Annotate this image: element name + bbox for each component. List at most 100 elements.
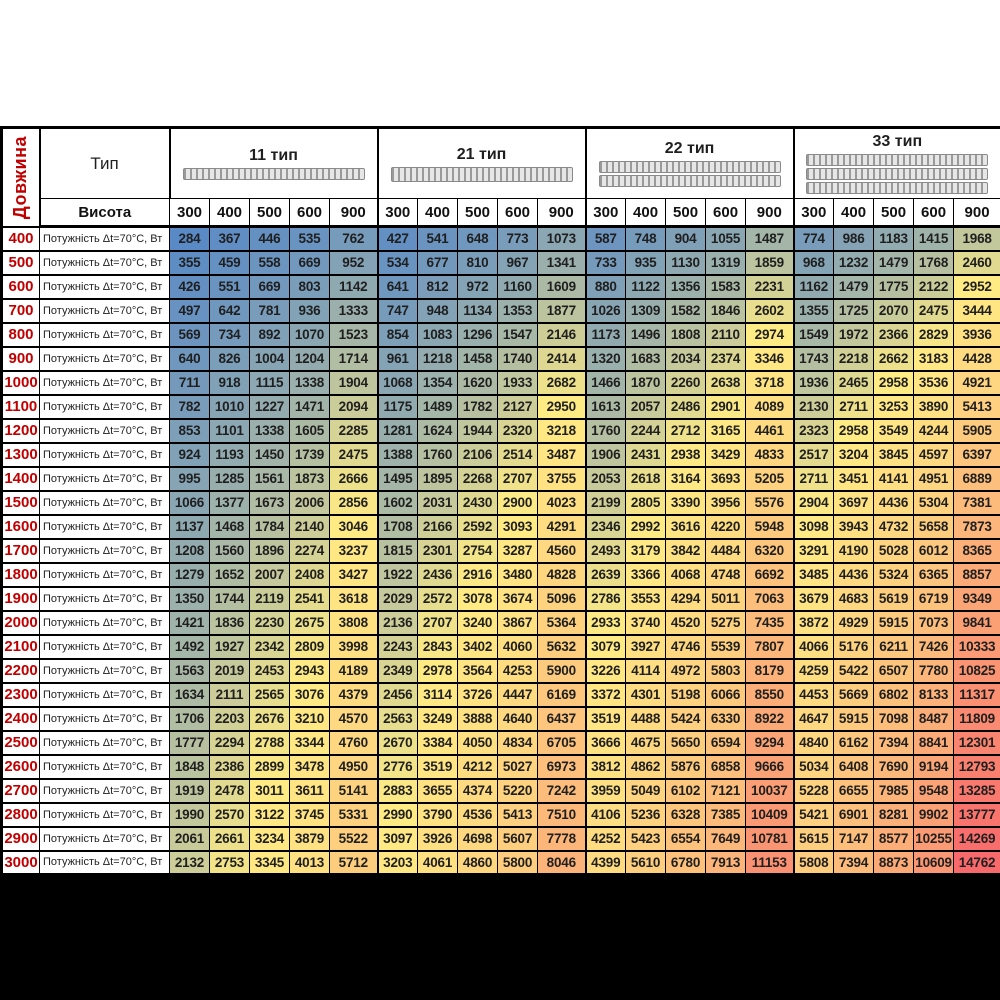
power-value-cell: 3210	[289, 705, 330, 732]
table-row: 2600 Потужність Δt=70°C, Вт 1848 2386 2899 34…	[1, 753, 1000, 780]
power-value-cell: 1227	[249, 393, 290, 420]
power-value-cell: 3097	[377, 825, 419, 852]
power-value-cell: 1904	[328, 369, 379, 396]
power-value-cell: 5324	[873, 561, 915, 588]
type-group-label: 11 тип	[249, 147, 298, 164]
power-value-cell: 5915	[833, 705, 875, 732]
table-row: 1000 Потужність Δt=70°C, Вт 711 918 1115 1338…	[1, 369, 1000, 396]
power-value-cell: 1624	[417, 417, 459, 444]
radiator-type-22-icon	[598, 161, 781, 187]
height-column-header: 500	[873, 198, 915, 228]
power-value-cell: 1479	[833, 273, 875, 300]
power-value-cell: 1101	[209, 417, 250, 444]
power-value-cell: 1319	[705, 249, 747, 276]
power-value-cell: 3998	[328, 633, 379, 660]
power-value-cell: 4840	[793, 729, 835, 756]
power-value-cell: 2031	[417, 489, 459, 516]
table-row: 2300 Потужність Δt=70°C, Вт 1634 2111 2565 30…	[1, 681, 1000, 708]
power-value-cell: 1068	[377, 369, 419, 396]
power-value-cell: 4436	[833, 561, 875, 588]
height-column-header: 900	[953, 198, 1000, 228]
power-value-cell: 1561	[249, 465, 290, 492]
length-cell: 2700	[1, 777, 40, 804]
power-row-label: Потужність Δt=70°C, Вт	[39, 489, 170, 516]
power-value-cell: 3697	[833, 489, 875, 516]
power-value-cell: 355	[169, 249, 210, 276]
power-value-cell: 1338	[249, 417, 290, 444]
power-value-cell: 904	[665, 225, 707, 252]
power-value-cell: 9902	[913, 801, 955, 828]
power-value-cell: 5712	[328, 849, 379, 876]
table-row: 2500 Потужність Δt=70°C, Вт 1777 2294 2788 33…	[1, 729, 1000, 756]
power-value-cell: 11809	[953, 705, 1000, 732]
power-row-label: Потужність Δt=70°C, Вт	[39, 633, 170, 660]
power-value-cell: 2260	[665, 369, 707, 396]
power-value-cell: 9548	[913, 777, 955, 804]
power-value-cell: 918	[209, 369, 250, 396]
power-value-cell: 1083	[417, 321, 459, 348]
power-value-cell: 5205	[745, 465, 795, 492]
power-value-cell: 4647	[793, 705, 835, 732]
power-value-cell: 4259	[793, 657, 835, 684]
power-value-cell: 2408	[289, 561, 330, 588]
power-value-cell: 2430	[457, 489, 499, 516]
power-value-cell: 3536	[913, 369, 955, 396]
length-cell: 700	[1, 297, 40, 324]
power-value-cell: 6705	[537, 729, 587, 756]
power-value-cell: 1652	[209, 561, 250, 588]
length-cell: 1200	[1, 417, 40, 444]
power-value-cell: 1634	[169, 681, 210, 708]
power-value-cell: 1130	[665, 249, 707, 276]
table-row: 1300 Потужність Δt=70°C, Вт 924 1193 1450 173…	[1, 441, 1000, 468]
power-value-cell: 5619	[873, 585, 915, 612]
radiator-power-table: Довжина Тип 11 тип 21 тип 22 тип 33 тип Вис…	[0, 126, 1000, 876]
power-value-cell: 11153	[745, 849, 795, 876]
power-value-cell: 968	[793, 249, 835, 276]
power-value-cell: 2662	[873, 345, 915, 372]
power-value-cell: 1218	[417, 345, 459, 372]
power-value-cell: 734	[209, 321, 250, 348]
power-value-cell: 4050	[457, 729, 499, 756]
power-value-cell: 1777	[169, 729, 210, 756]
power-value-cell: 5576	[745, 489, 795, 516]
power-value-cell: 2475	[913, 297, 955, 324]
power-value-cell: 2268	[457, 465, 499, 492]
power-value-cell: 803	[289, 273, 330, 300]
power-value-cell: 1450	[249, 441, 290, 468]
power-value-cell: 1743	[793, 345, 835, 372]
table-row: 1500 Потужність Δt=70°C, Вт 1066 1377 1673 20…	[1, 489, 1000, 516]
power-value-cell: 6408	[833, 753, 875, 780]
power-value-cell: 6102	[665, 777, 707, 804]
top-margin	[0, 0, 1000, 126]
power-value-cell: 3478	[289, 753, 330, 780]
power-value-cell: 4291	[537, 513, 587, 540]
power-value-cell: 3740	[625, 609, 667, 636]
power-value-cell: 4089	[745, 393, 795, 420]
power-value-cell: 4746	[665, 633, 707, 660]
power-value-cell: 2140	[289, 513, 330, 540]
power-value-cell: 6437	[537, 705, 587, 732]
power-value-cell: 2007	[249, 561, 290, 588]
height-column-header: 900	[328, 198, 379, 228]
power-row-label: Потужність Δt=70°C, Вт	[39, 681, 170, 708]
height-column-header: 500	[665, 198, 707, 228]
height-column-header: 400	[625, 198, 667, 228]
power-value-cell: 1836	[209, 609, 250, 636]
power-row-label: Потужність Δt=70°C, Вт	[39, 537, 170, 564]
power-value-cell: 3674	[497, 585, 539, 612]
power-row-label: Потужність Δt=70°C, Вт	[39, 465, 170, 492]
power-value-cell: 669	[249, 273, 290, 300]
power-value-cell: 8133	[913, 681, 955, 708]
power-value-cell: 8281	[873, 801, 915, 828]
power-value-cell: 4833	[745, 441, 795, 468]
power-value-cell: 1673	[249, 489, 290, 516]
power-value-cell: 2883	[377, 777, 419, 804]
power-value-cell: 6692	[745, 561, 795, 588]
power-value-cell: 1714	[328, 345, 379, 372]
power-value-cell: 810	[457, 249, 499, 276]
power-value-cell: 2661	[209, 825, 250, 852]
power-value-cell: 5027	[497, 753, 539, 780]
power-value-cell: 1320	[585, 345, 627, 372]
power-value-cell: 3480	[497, 561, 539, 588]
power-value-cell: 5228	[793, 777, 835, 804]
